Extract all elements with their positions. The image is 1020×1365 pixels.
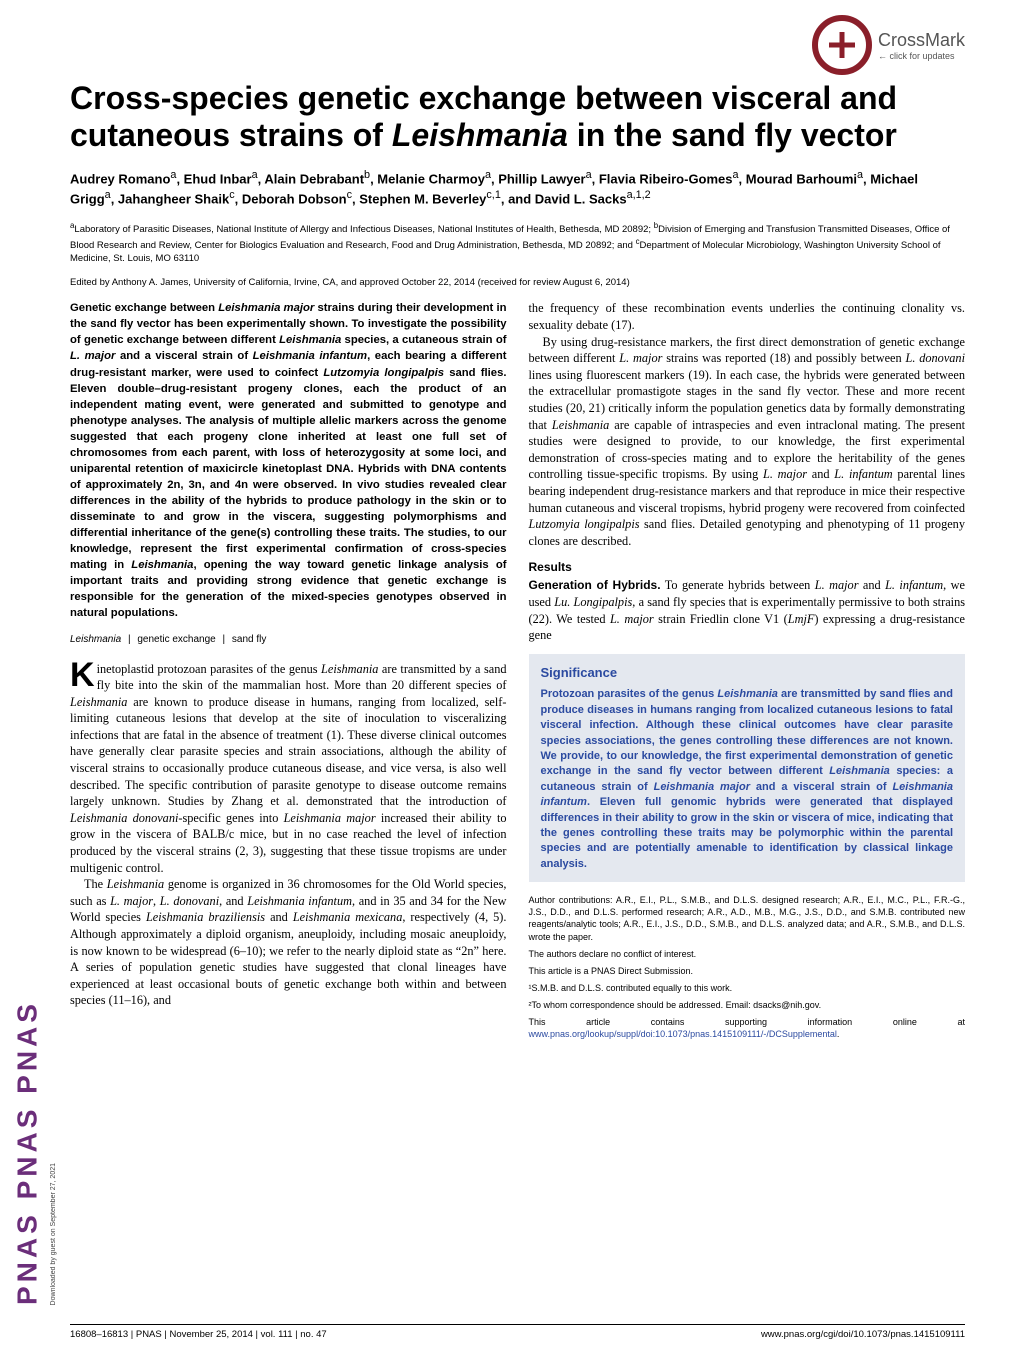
edited-by-line: Edited by Anthony A. James, University o… xyxy=(70,277,965,288)
footnotes-block: Author contributions: A.R., E.I., P.L., … xyxy=(529,894,966,1040)
right-column: the frequency of these recombination eve… xyxy=(529,300,966,1045)
significance-box: Significance Protozoan parasites of the … xyxy=(529,654,966,882)
keyword-2: genetic exchange xyxy=(137,634,215,645)
keyword-3: sand fly xyxy=(232,634,266,645)
page-footer: 16808–16813 | PNAS | November 25, 2014 |… xyxy=(70,1324,965,1340)
significance-text: Protozoan parasites of the genus Leishma… xyxy=(541,687,954,872)
equal-contribution: ¹S.M.B. and D.L.S. contributed equally t… xyxy=(529,982,966,994)
footer-right: www.pnas.org/cgi/doi/10.1073/pnas.141510… xyxy=(761,1329,965,1340)
significance-heading: Significance xyxy=(541,664,954,682)
correspondence: ²To whom correspondence should be addres… xyxy=(529,999,966,1011)
results-heading: Results xyxy=(529,559,966,575)
authors-line: Audrey Romanoa, Ehud Inbara, Alain Debra… xyxy=(70,168,965,209)
download-note: Downloaded by guest on September 27, 202… xyxy=(50,1163,57,1305)
affiliations-line: aLaboratory of Parasitic Diseases, Natio… xyxy=(70,221,965,266)
keywords-line: Leishmania | genetic exchange | sand fly xyxy=(70,633,507,647)
abstract-text: Genetic exchange between Leishmania majo… xyxy=(70,300,507,621)
left-column: Genetic exchange between Leishmania majo… xyxy=(70,300,507,1045)
supporting-info: This article contains supporting informa… xyxy=(529,1016,966,1040)
crossmark-badge[interactable]: CrossMark ← click for updates xyxy=(812,15,965,75)
crossmark-sublabel: ← click for updates xyxy=(878,51,965,61)
conflict-of-interest: The authors declare no conflict of inter… xyxy=(529,948,966,960)
crossmark-icon xyxy=(812,15,872,75)
intro-body: Kinetoplastid protozoan parasites of the… xyxy=(70,661,507,1009)
supporting-info-link[interactable]: www.pnas.org/lookup/suppl/doi:10.1073/pn… xyxy=(529,1029,837,1039)
author-contributions: Author contributions: A.R., E.I., P.L., … xyxy=(529,894,966,943)
keyword-1: Leishmania xyxy=(70,634,121,645)
article-title: Cross-species genetic exchange between v… xyxy=(70,80,965,154)
footer-left: 16808–16813 | PNAS | November 25, 2014 |… xyxy=(70,1329,327,1340)
crossmark-label: CrossMark xyxy=(878,30,965,51)
journal-sidebar-logo: PNAS PNAS PNAS xyxy=(10,100,45,1305)
results-body: Generation of Hybrids. To generate hybri… xyxy=(529,577,966,643)
intro-continued: the frequency of these recombination eve… xyxy=(529,300,966,549)
direct-submission: This article is a PNAS Direct Submission… xyxy=(529,965,966,977)
